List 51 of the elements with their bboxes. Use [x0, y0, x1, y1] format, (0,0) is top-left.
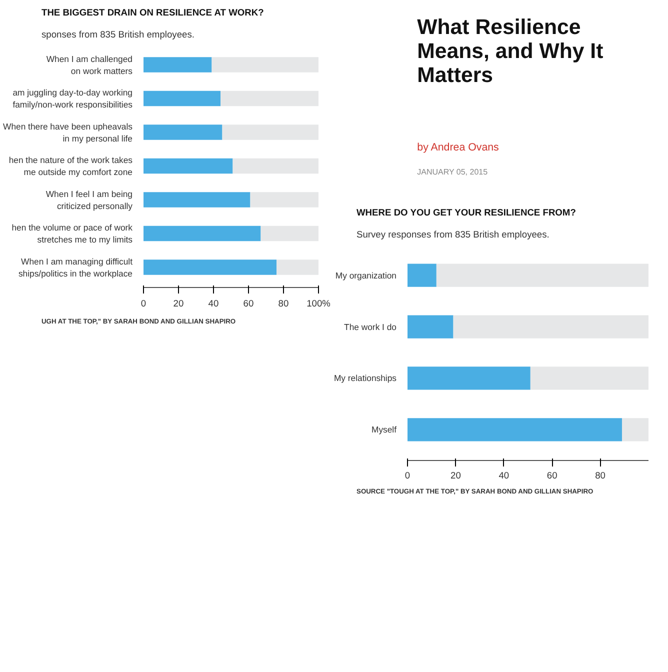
y-tick-label: When I am managing difficult ships/politics in the workplace: [18, 256, 134, 278]
bar: [250, 192, 318, 208]
bar: [220, 90, 318, 106]
bar: [232, 158, 318, 174]
y-tick-label: am juggling day-to-day working family/non-work responsibilities: [12, 88, 134, 110]
bar: [144, 260, 276, 275]
bar: [408, 418, 622, 442]
y-tick-label: When I am challenged on work matters: [46, 54, 134, 76]
bar: [144, 124, 222, 140]
chart-title: WHERE DO YOU GET YOUR RESILIENCE FROM?: [356, 208, 576, 218]
x-tick-label: 60: [243, 298, 254, 308]
y-tick-label: Myself: [371, 424, 398, 435]
y-tick-label: My relationships: [334, 373, 398, 384]
bar: [530, 366, 648, 390]
x-tick-label: 80: [595, 470, 606, 480]
bar: [212, 57, 318, 72]
y-tick-label: When there have been upheavals in my personal life: [3, 121, 134, 144]
text: JANUARY 05, 2015: [417, 168, 488, 176]
x-tick-label: 20: [173, 298, 184, 308]
bar: [144, 226, 261, 242]
x-tick-label: 0: [404, 470, 410, 480]
x-tick-label: 20: [450, 470, 461, 480]
bar: [144, 57, 212, 72]
bar: [144, 158, 233, 174]
bar: [276, 260, 318, 275]
y-tick-label: hen the volume or pace of work stretches me to my limits: [12, 222, 134, 244]
bar: [144, 192, 250, 208]
y-tick-label: My organization: [335, 270, 397, 280]
bar: [144, 90, 220, 106]
x-tick-label: 40: [208, 298, 219, 308]
x-tick-label: 40: [498, 470, 510, 480]
bar: [408, 366, 530, 390]
chart-subtitle: Survey responses from 835 British employees.: [356, 230, 550, 240]
text: by Andrea Ovans: [417, 142, 499, 154]
text: What Resilience Means, and Why It Matters: [417, 15, 604, 87]
bar: [222, 124, 318, 140]
x-tick-label: 60: [546, 470, 558, 480]
chart-subtitle: sponses from 835 British employees.: [42, 30, 194, 40]
bar: [453, 315, 648, 338]
x-tick-label: 100%: [306, 298, 330, 308]
chart-title: THE BIGGEST DRAIN ON RESILIENCE AT WORK?: [42, 8, 264, 18]
x-tick-label: 0: [140, 298, 146, 308]
bar: [408, 264, 436, 287]
bar: [260, 226, 318, 242]
y-tick-label: hen the nature of the work takes me outside my comfort zone: [8, 155, 134, 177]
y-tick-label: The work I do: [344, 322, 397, 332]
x-tick-label: 80: [278, 298, 289, 308]
bar: [408, 315, 454, 338]
bar: [622, 418, 648, 442]
y-tick-label: When I feel I am being criticized personally: [46, 188, 134, 211]
bar: [436, 264, 648, 287]
